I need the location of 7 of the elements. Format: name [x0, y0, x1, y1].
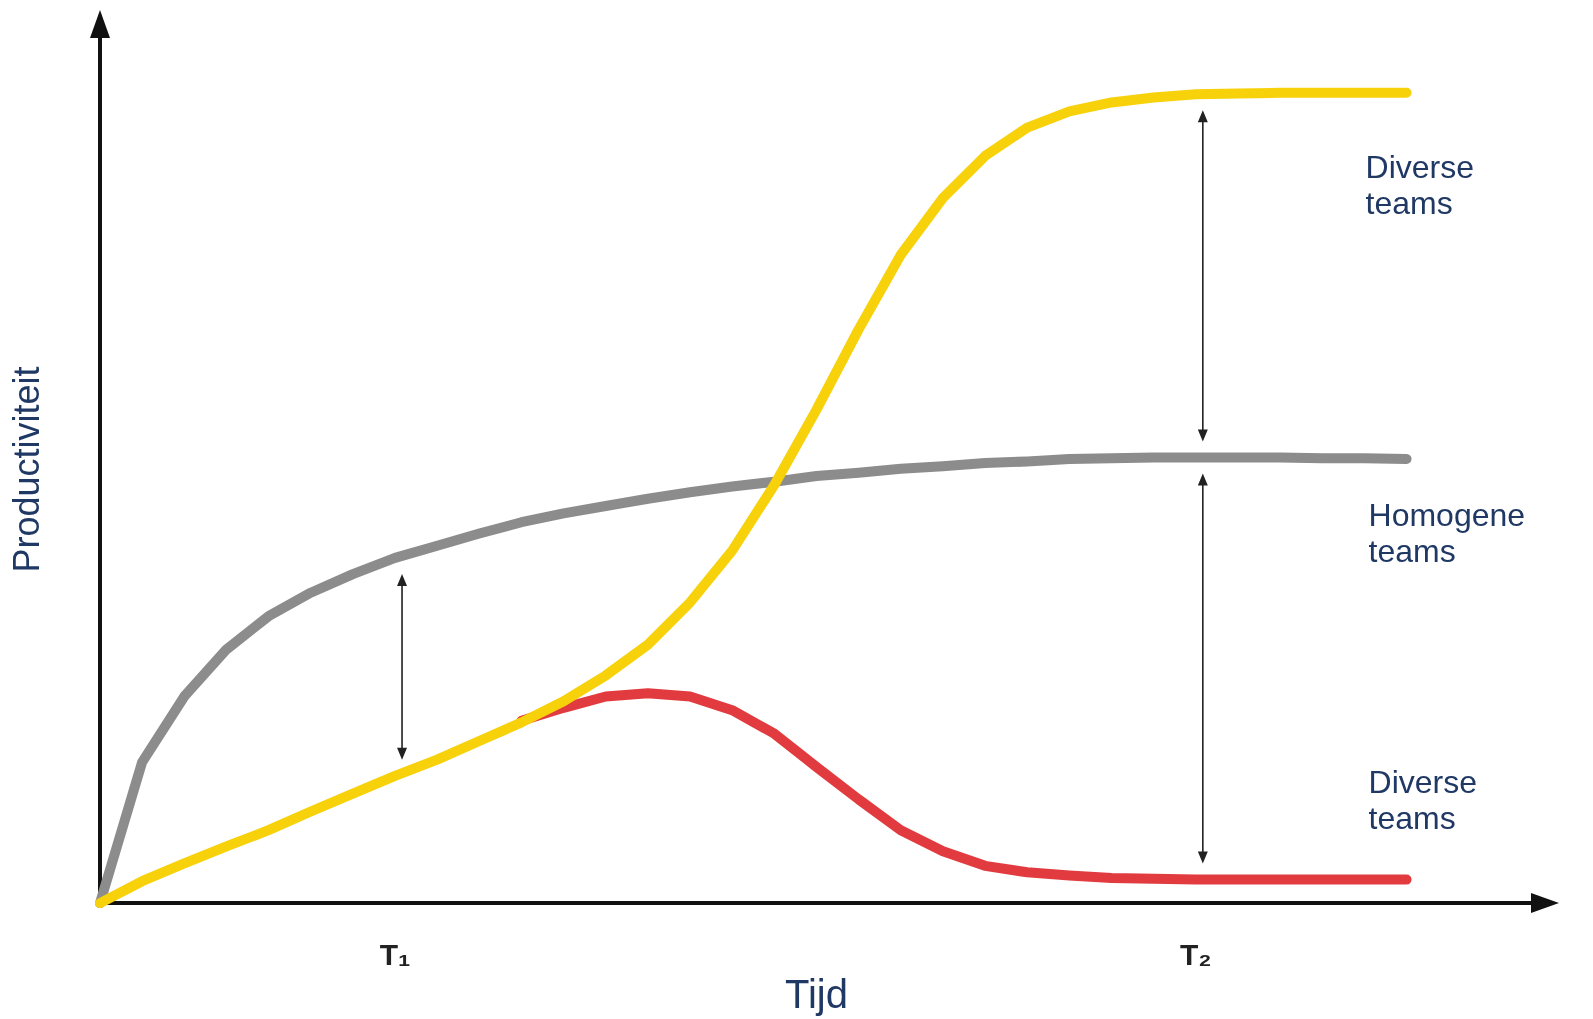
series-label: Diverse teams: [1368, 763, 1486, 836]
y-axis-title: Productiviteit: [5, 366, 47, 573]
series-label: Diverse teams: [1365, 148, 1483, 221]
series-label: Homogene teams: [1368, 497, 1534, 570]
x-tick-label: T₁: [379, 937, 411, 971]
x-tick-label: T₂: [1180, 937, 1212, 971]
x-axis-title: Tijd: [785, 972, 848, 1016]
